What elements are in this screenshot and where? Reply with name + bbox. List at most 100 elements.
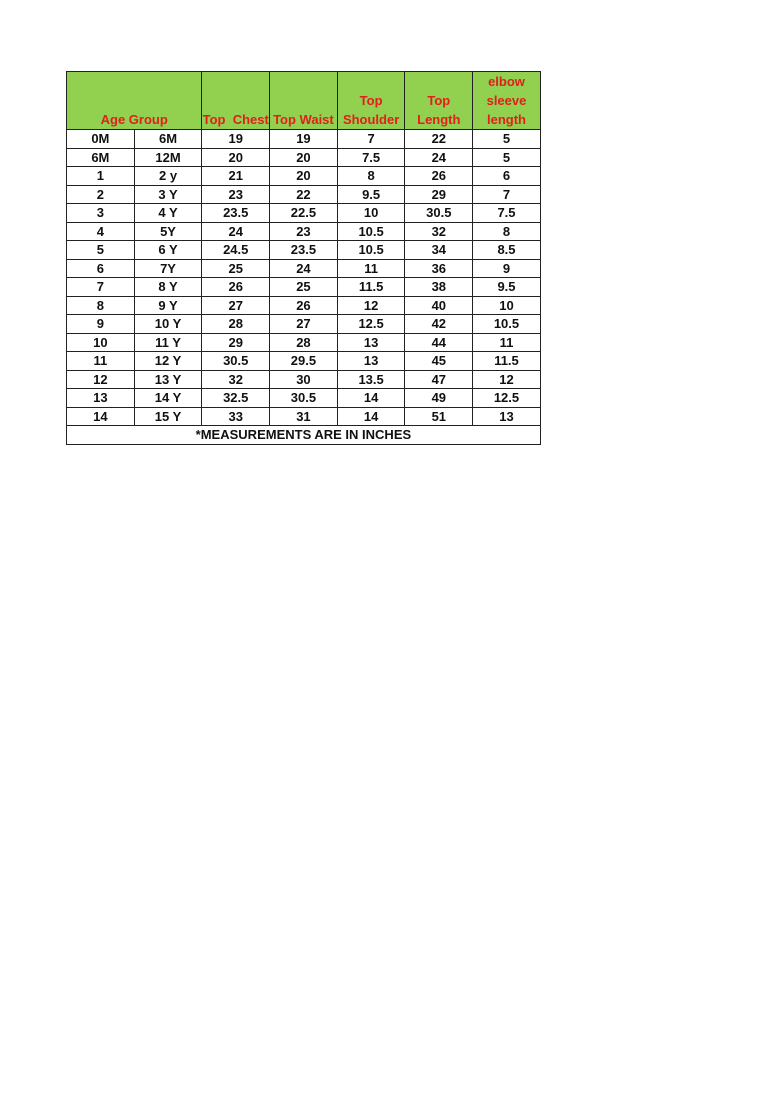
header-line: Top <box>427 93 451 108</box>
table-cell: 11.5 <box>472 351 541 371</box>
table-cell: 32 <box>201 369 271 389</box>
table-cell: 51 <box>404 406 474 426</box>
table-cell: 20 <box>269 166 338 186</box>
table-row: 6M 12M 20 20 7.5 24 5 <box>66 147 541 167</box>
table-cell: 12 Y <box>133 351 203 371</box>
table-cell: 27 <box>201 295 271 315</box>
table-cell: 7 <box>472 184 541 204</box>
table-cell: 8 <box>66 295 135 315</box>
table-row: 4 5Y 24 23 10.5 32 8 <box>66 221 541 241</box>
table-cell: 23 <box>201 184 271 204</box>
table-cell: 30.5 <box>201 351 271 371</box>
table-cell: 5 <box>472 147 541 167</box>
table-cell: 7 <box>336 129 406 149</box>
table-cell: 26 <box>269 295 338 315</box>
table-cell: 32.5 <box>201 388 271 408</box>
table-cell: 14 <box>336 388 406 408</box>
table-row: 11 12 Y 30.5 29.5 13 45 11.5 <box>66 351 541 371</box>
table-cell: 12 <box>472 369 541 389</box>
table-row: 0M 6M 19 19 7 22 5 <box>66 129 541 149</box>
table-cell: 23 <box>269 221 338 241</box>
table-cell: 19 <box>201 129 271 149</box>
table-cell: 40 <box>404 295 474 315</box>
header-top-chest: Top Chest <box>201 71 271 130</box>
table-row: 12 13 Y 32 30 13.5 47 12 <box>66 369 541 389</box>
table-cell: 26 <box>404 166 474 186</box>
table-cell: 11 <box>336 258 406 278</box>
table-cell: 7Y <box>133 258 203 278</box>
table-cell: 13 <box>66 388 135 408</box>
table-cell: 9 <box>472 258 541 278</box>
table-cell: 10.5 <box>472 314 541 334</box>
table-cell: 14 <box>66 406 135 426</box>
table-cell: 6M <box>133 129 203 149</box>
table-cell: 34 <box>404 240 474 260</box>
table-cell: 0M <box>66 129 135 149</box>
table-cell: 8 Y <box>133 277 203 297</box>
footer-row: *MEASUREMENTS ARE IN INCHES <box>66 425 541 445</box>
table-cell: 44 <box>404 332 474 352</box>
table-cell: 29 <box>404 184 474 204</box>
table-cell: 6 Y <box>133 240 203 260</box>
table-cell: 10 Y <box>133 314 203 334</box>
table-cell: 25 <box>269 277 338 297</box>
table-cell: 12 <box>336 295 406 315</box>
table-cell: 11.5 <box>336 277 406 297</box>
table-cell: 28 <box>269 332 338 352</box>
table-cell: 27 <box>269 314 338 334</box>
table-cell: 13 <box>336 332 406 352</box>
table-cell: 36 <box>404 258 474 278</box>
table-cell: 25 <box>201 258 271 278</box>
table-cell: 14 Y <box>133 388 203 408</box>
table-cell: 12.5 <box>472 388 541 408</box>
table-cell: 29 <box>201 332 271 352</box>
table-row: 13 14 Y 32.5 30.5 14 49 12.5 <box>66 388 541 408</box>
table-cell: 9 Y <box>133 295 203 315</box>
table-cell: 30 <box>269 369 338 389</box>
table-row: 14 15 Y 33 31 14 51 13 <box>66 406 541 426</box>
table-row: 10 11 Y 29 28 13 44 11 <box>66 332 541 352</box>
table-cell: 9.5 <box>472 277 541 297</box>
header-elbow-sleeve-length: elbow sleeve length <box>472 71 541 130</box>
header-top-waist: Top Waist <box>269 71 338 130</box>
table-cell: 24.5 <box>201 240 271 260</box>
table-cell: 45 <box>404 351 474 371</box>
table-cell: 22 <box>404 129 474 149</box>
table-cell: 31 <box>269 406 338 426</box>
table-cell: 12.5 <box>336 314 406 334</box>
table-cell: 19 <box>269 129 338 149</box>
table-cell: 23.5 <box>269 240 338 260</box>
table-cell: 20 <box>269 147 338 167</box>
table-cell: 28 <box>201 314 271 334</box>
table-cell: 13.5 <box>336 369 406 389</box>
table-cell: 24 <box>404 147 474 167</box>
table-cell: 30.5 <box>404 203 474 223</box>
table-cell: 13 Y <box>133 369 203 389</box>
table-cell: 24 <box>269 258 338 278</box>
table-cell: 7.5 <box>336 147 406 167</box>
header-line: elbow <box>488 74 525 89</box>
table-cell: 11 <box>472 332 541 352</box>
table-cell: 4 Y <box>133 203 203 223</box>
table-cell: 47 <box>404 369 474 389</box>
table-cell: 10 <box>472 295 541 315</box>
table-cell: 12 <box>66 369 135 389</box>
table-cell: 6 <box>66 258 135 278</box>
header-top-shoulder: Top Shoulder <box>336 71 406 130</box>
table-cell: 24 <box>201 221 271 241</box>
table-cell: 21 <box>201 166 271 186</box>
size-chart-table: Age Group Top Chest Top Waist Top Shoulde… <box>65 71 541 445</box>
table-cell: 13 <box>336 351 406 371</box>
table-cell: 14 <box>336 406 406 426</box>
header-line: length <box>486 112 526 127</box>
table-cell: 4 <box>66 221 135 241</box>
table-cell: 22.5 <box>269 203 338 223</box>
table-row: 9 10 Y 28 27 12.5 42 10.5 <box>66 314 541 334</box>
table-cell: 3 <box>66 203 135 223</box>
table-cell: 38 <box>404 277 474 297</box>
